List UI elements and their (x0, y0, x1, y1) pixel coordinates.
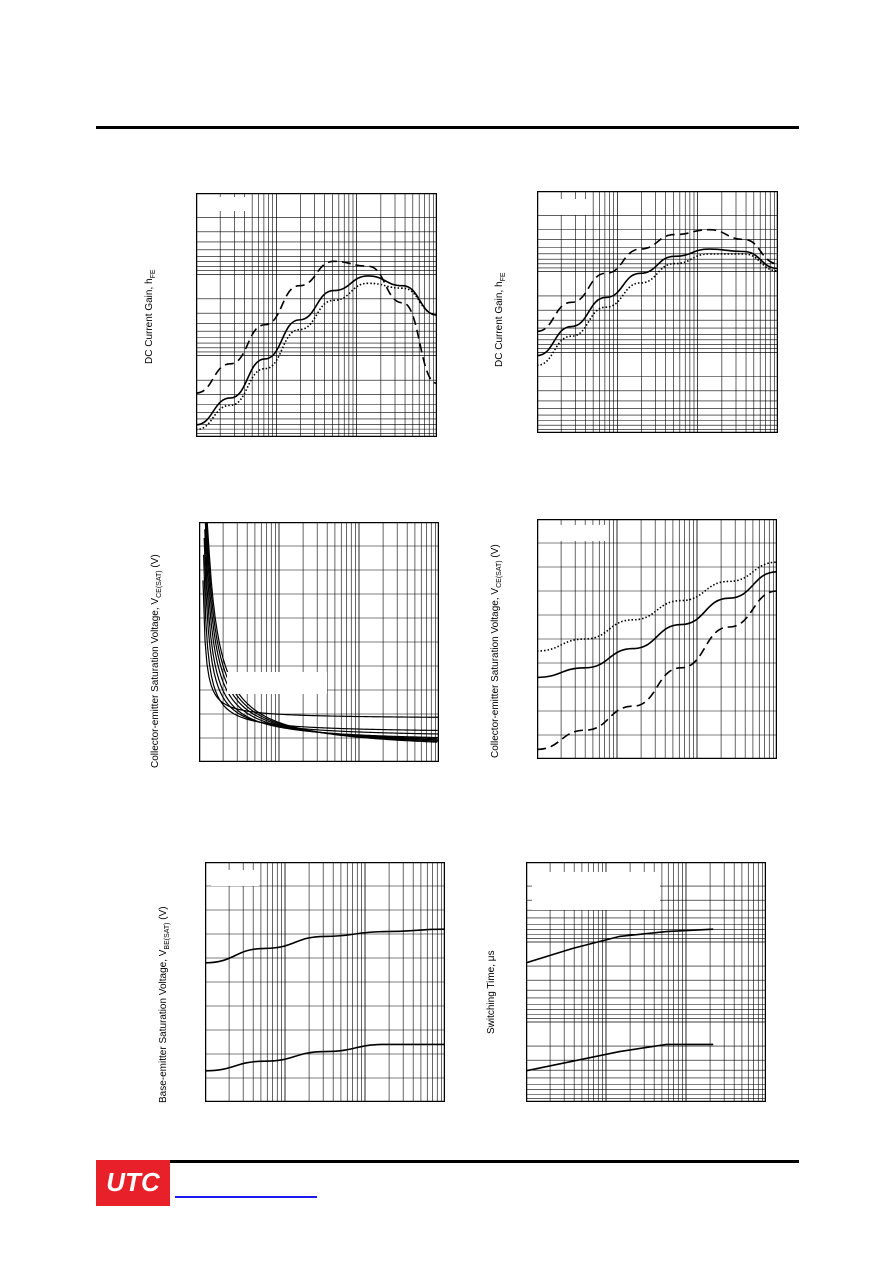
series-line (537, 253, 778, 367)
legend-box (543, 199, 591, 215)
series-line (203, 554, 438, 732)
series-line (526, 928, 714, 964)
legend-box (211, 870, 259, 886)
series-line (205, 928, 445, 964)
series-line (526, 1043, 714, 1072)
series-line (537, 571, 777, 679)
y-axis-label: Switching Time, μs (486, 950, 497, 1034)
chart-switching-time (526, 862, 766, 1102)
series-line (537, 248, 778, 357)
chart-vbe-sat (205, 862, 445, 1102)
svg-text:UTC: UTC (106, 1167, 161, 1197)
header-rule (96, 126, 799, 129)
legend-box (200, 197, 248, 211)
chart-dc-current-gain-2 (537, 191, 778, 433)
legend-box (227, 672, 327, 694)
plot-frame (537, 191, 778, 433)
series-line (205, 1043, 445, 1072)
series-line (196, 282, 437, 431)
series-line (537, 590, 777, 751)
series-line (196, 260, 437, 394)
website-link-underline[interactable] (175, 1196, 317, 1198)
footer-rule (96, 1160, 799, 1163)
legend-box (559, 525, 607, 541)
series-line (537, 228, 778, 333)
y-axis-label: DC Current Gain, hFE (144, 269, 157, 364)
legend-box (532, 872, 660, 910)
y-axis-label: Collector-emitter Saturation Voltage, VC… (490, 544, 503, 758)
y-axis-label: DC Current Gain, hFE (494, 272, 507, 367)
chart-vce-sat-2 (537, 519, 777, 759)
y-axis-label: Collector-emitter Saturation Voltage, VC… (150, 554, 163, 768)
utc-logo: UTC (96, 1160, 170, 1206)
series-line (206, 522, 438, 743)
y-axis-label: Base-emitter Saturation Voltage, VBE(SAT… (158, 906, 171, 1103)
series-line (537, 561, 777, 652)
series-line (196, 275, 437, 426)
chart-vce-sat-1 (199, 522, 439, 762)
series-line (203, 537, 439, 735)
chart-dc-current-gain-1 (196, 193, 437, 437)
